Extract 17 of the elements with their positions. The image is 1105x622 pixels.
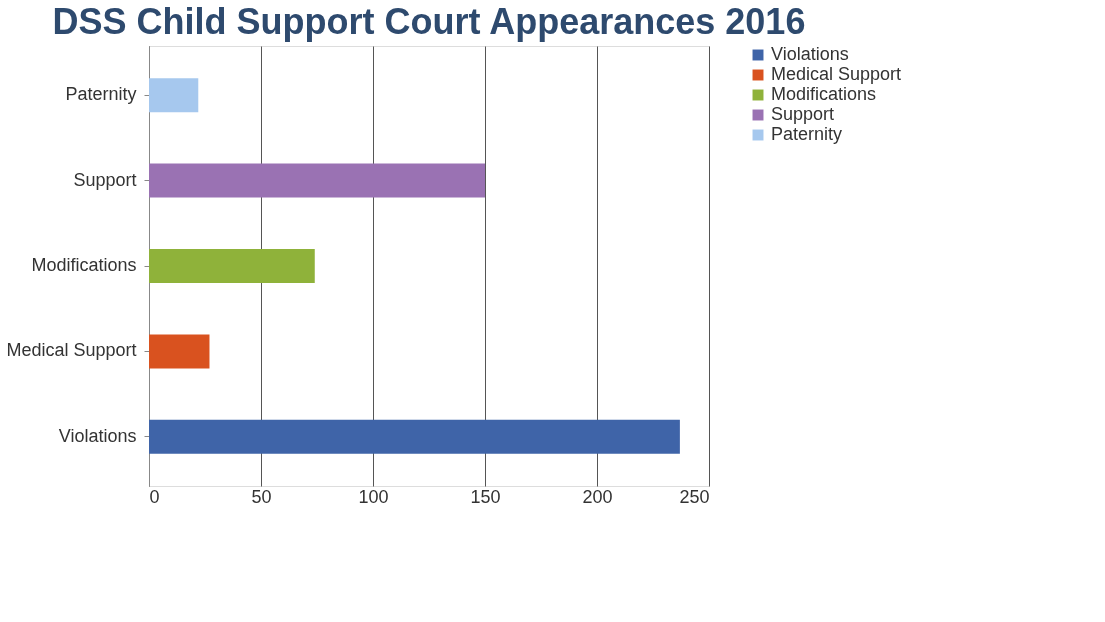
legend-label: Modifications: [771, 84, 877, 104]
chart-title: DSS Child Support Court Appearances 2016: [52, 1, 806, 42]
y-tick-label: Support: [73, 169, 137, 190]
x-tick-label: 200: [582, 486, 613, 507]
y-tick-label: Paternity: [65, 84, 137, 105]
x-tick-label: 50: [251, 486, 272, 507]
x-tick-label: 100: [358, 486, 389, 507]
y-tick-label: Medical Support: [6, 340, 137, 361]
x-tick-label: 150: [470, 486, 501, 507]
legend-label: Paternity: [771, 124, 843, 144]
legend-label: Support: [771, 104, 835, 124]
x-tick-label: 250: [679, 486, 710, 507]
y-tick-label: Modifications: [31, 255, 137, 275]
x-tick-label: 0: [149, 486, 160, 507]
legend-label: Medical Support: [771, 64, 902, 84]
y-tick-label: Violations: [58, 425, 137, 446]
legend-label: Violations: [771, 44, 849, 64]
